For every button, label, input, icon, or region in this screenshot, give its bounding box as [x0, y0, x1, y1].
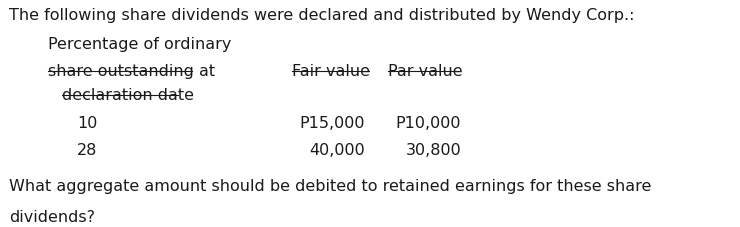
- Text: P10,000: P10,000: [396, 116, 461, 131]
- Text: Fair value: Fair value: [292, 64, 371, 79]
- Text: 10: 10: [77, 116, 98, 131]
- Text: 40,000: 40,000: [309, 143, 366, 158]
- Text: The following share dividends were declared and distributed by Wendy Corp.:: The following share dividends were decla…: [10, 8, 635, 23]
- Text: P15,000: P15,000: [300, 116, 366, 131]
- Text: Percentage of ordinary: Percentage of ordinary: [47, 37, 231, 52]
- Text: 30,800: 30,800: [406, 143, 461, 158]
- Text: Par value: Par value: [388, 64, 463, 79]
- Text: What aggregate amount should be debited to retained earnings for these share: What aggregate amount should be debited …: [10, 179, 652, 194]
- Text: declaration date: declaration date: [62, 89, 194, 104]
- Text: share outstanding at: share outstanding at: [47, 64, 215, 79]
- Text: 28: 28: [77, 143, 98, 158]
- Text: dividends?: dividends?: [10, 210, 95, 225]
